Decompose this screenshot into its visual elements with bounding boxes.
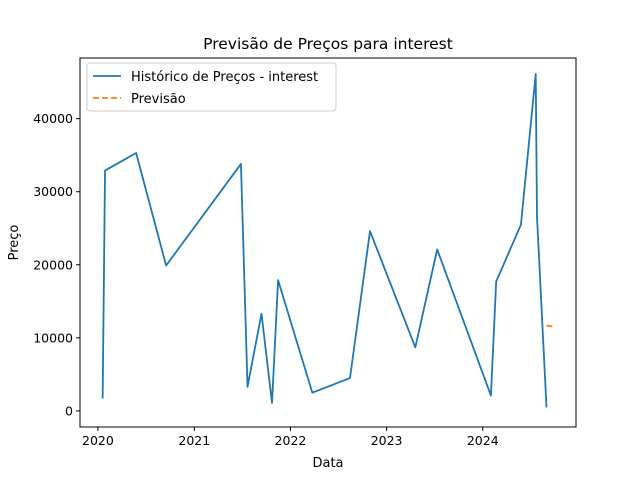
x-tick-label: 2023 — [371, 433, 403, 448]
x-tick-label: 2024 — [467, 433, 499, 448]
x-tick-label: 2020 — [82, 433, 114, 448]
series-line-previsao — [546, 324, 555, 328]
y-tick-label: 20000 — [33, 257, 73, 272]
y-axis-label: Preço — [7, 225, 22, 261]
plot-frame — [79, 57, 577, 428]
chart-title: Previsão de Preços para interest — [203, 35, 453, 53]
plot-lines — [101, 73, 555, 408]
x-tick-label: 2021 — [178, 433, 210, 448]
x-axis: 2020 2021 2022 2023 2024 — [82, 427, 499, 448]
legend-label-previsao: Previsão — [131, 92, 186, 107]
y-axis: 0 10000 20000 30000 40000 — [33, 111, 80, 418]
legend: Histórico de Preços - interest Previsão — [86, 62, 337, 112]
x-tick-label: 2022 — [275, 433, 307, 448]
y-tick-label: 30000 — [33, 184, 73, 199]
legend-label-historico: Histórico de Preços - interest — [131, 70, 318, 85]
y-tick-label: 10000 — [33, 330, 73, 345]
series-line-historico — [101, 73, 548, 408]
y-tick-label: 40000 — [33, 111, 73, 126]
x-axis-label: Data — [312, 456, 343, 471]
y-tick-label: 0 — [65, 403, 73, 418]
legend-box — [86, 62, 337, 112]
